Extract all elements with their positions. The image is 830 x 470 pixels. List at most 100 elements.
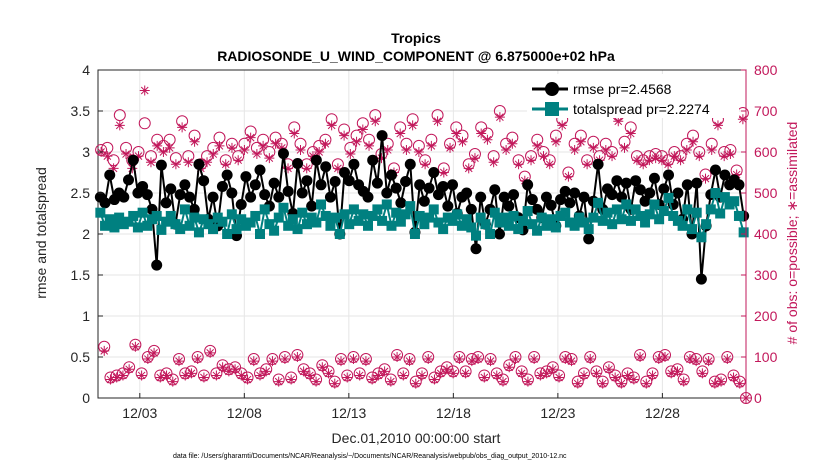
y-tick-label-right: 400 — [754, 226, 778, 242]
obs-assimilated-point — [261, 366, 272, 377]
obs-assimilated-point — [248, 356, 259, 367]
obs-assimilated-point — [152, 140, 163, 151]
obs-assimilated-point — [317, 362, 328, 373]
spread-point — [250, 210, 261, 221]
obs-assimilated-point — [239, 144, 250, 155]
obs-assimilated-point — [709, 378, 720, 389]
obs-assimilated-point — [208, 149, 219, 160]
obs-assimilated-point — [105, 374, 116, 385]
obs-assimilated-point — [167, 376, 178, 387]
spread-point — [649, 199, 660, 210]
rmse-point — [362, 191, 374, 203]
rmse-point — [432, 189, 444, 201]
rmse-point — [611, 175, 623, 187]
obs-assimilated-point — [625, 128, 636, 139]
obs-assimilated-point — [395, 128, 406, 139]
obs-assimilated-point — [376, 153, 387, 164]
obs-assimilated-point — [619, 142, 630, 153]
rmse-point — [245, 191, 257, 203]
y-tick-label-left: 0 — [82, 390, 90, 406]
obs-assimilated-point — [342, 372, 353, 383]
obs-assimilated-point — [304, 370, 315, 381]
obs-assimilated-point — [351, 136, 362, 147]
obs-assimilated-point — [420, 159, 431, 170]
obs-assimilated-point — [124, 364, 135, 375]
spread-point — [283, 220, 294, 231]
spread-point — [729, 196, 740, 207]
obs-assimilated-point — [728, 372, 739, 383]
spread-point — [625, 215, 636, 226]
spread-point — [546, 214, 557, 225]
rmse-point — [442, 200, 454, 212]
spread-point — [301, 219, 312, 230]
obs-assimilated-point — [429, 374, 440, 385]
spread-point — [475, 212, 486, 223]
rmse-point — [423, 182, 435, 194]
rmse-point — [658, 183, 670, 195]
obs-assimilated-point — [616, 378, 627, 389]
y-tick-label-right: 800 — [754, 62, 778, 78]
rmse-point — [273, 191, 285, 203]
obs-assimilated-point — [264, 153, 275, 164]
obs-assimilated-point — [722, 354, 733, 365]
obs-assimilated-point — [507, 138, 518, 149]
rmse-point — [437, 180, 449, 192]
spread-point — [123, 216, 134, 227]
x-tick-label: 12/28 — [645, 405, 680, 421]
obs-assimilated-point — [407, 120, 418, 131]
spread-point — [635, 210, 646, 221]
obs-assimilated-point — [145, 157, 156, 168]
y-tick-label-right: 100 — [754, 349, 778, 365]
spread-point — [485, 229, 496, 239]
obs-assimilated-point — [177, 122, 188, 133]
rmse-point — [226, 187, 238, 199]
spread-point — [677, 220, 688, 231]
rmse-point — [184, 191, 196, 203]
obs-assimilated-point — [214, 140, 225, 151]
spread-point — [330, 212, 341, 223]
rmse-point — [198, 175, 210, 187]
obs-assimilated-point — [410, 378, 421, 389]
spread-point — [424, 212, 435, 223]
rmse-point — [733, 179, 745, 191]
legend-marker-rmse — [545, 82, 559, 96]
y-tick-label-left: 3.5 — [71, 103, 91, 119]
obs-assimilated-point — [501, 144, 512, 155]
obs-assimilated-point — [504, 362, 515, 373]
obs-assimilated-point — [170, 159, 181, 170]
obs-assimilated-point — [526, 155, 537, 166]
obs-assimilated-point — [697, 368, 708, 379]
obs-assimilated-point — [663, 159, 674, 170]
spread-point — [95, 207, 106, 218]
spread-point — [184, 220, 195, 231]
rmse-point — [235, 198, 247, 210]
obs-assimilated-point — [136, 370, 147, 381]
chart-title: Tropics — [391, 30, 441, 46]
obs-assimilated-point — [367, 374, 378, 385]
rmse-point — [489, 184, 501, 196]
spread-point — [245, 217, 256, 228]
obs-assimilated-point — [373, 370, 384, 381]
rmse-point — [418, 195, 430, 207]
legend-label-spread: totalspread pr=2.2274 — [573, 101, 710, 117]
rmse-point — [292, 157, 304, 169]
spread-point — [710, 188, 721, 198]
obs-assimilated-point — [99, 345, 110, 356]
rmse-point — [320, 161, 332, 173]
rmse-point — [583, 233, 595, 245]
obs-assimilated-point — [669, 151, 680, 162]
rmse-point — [277, 148, 289, 160]
obs-assimilated-point — [498, 376, 508, 387]
rmse-point — [216, 180, 228, 192]
spread-point — [621, 199, 632, 210]
spread-point — [456, 220, 467, 231]
rmse-point — [207, 191, 219, 203]
obs-assimilated-point — [681, 144, 692, 155]
obs-assimilated-point — [473, 354, 484, 365]
spread-point — [419, 219, 430, 230]
rmse-point — [127, 154, 139, 166]
obs-assimilated-point — [482, 134, 493, 145]
obs-assimilated-point — [205, 347, 216, 358]
obs-assimilated-point — [336, 356, 346, 367]
obs-assimilated-point — [392, 352, 403, 362]
